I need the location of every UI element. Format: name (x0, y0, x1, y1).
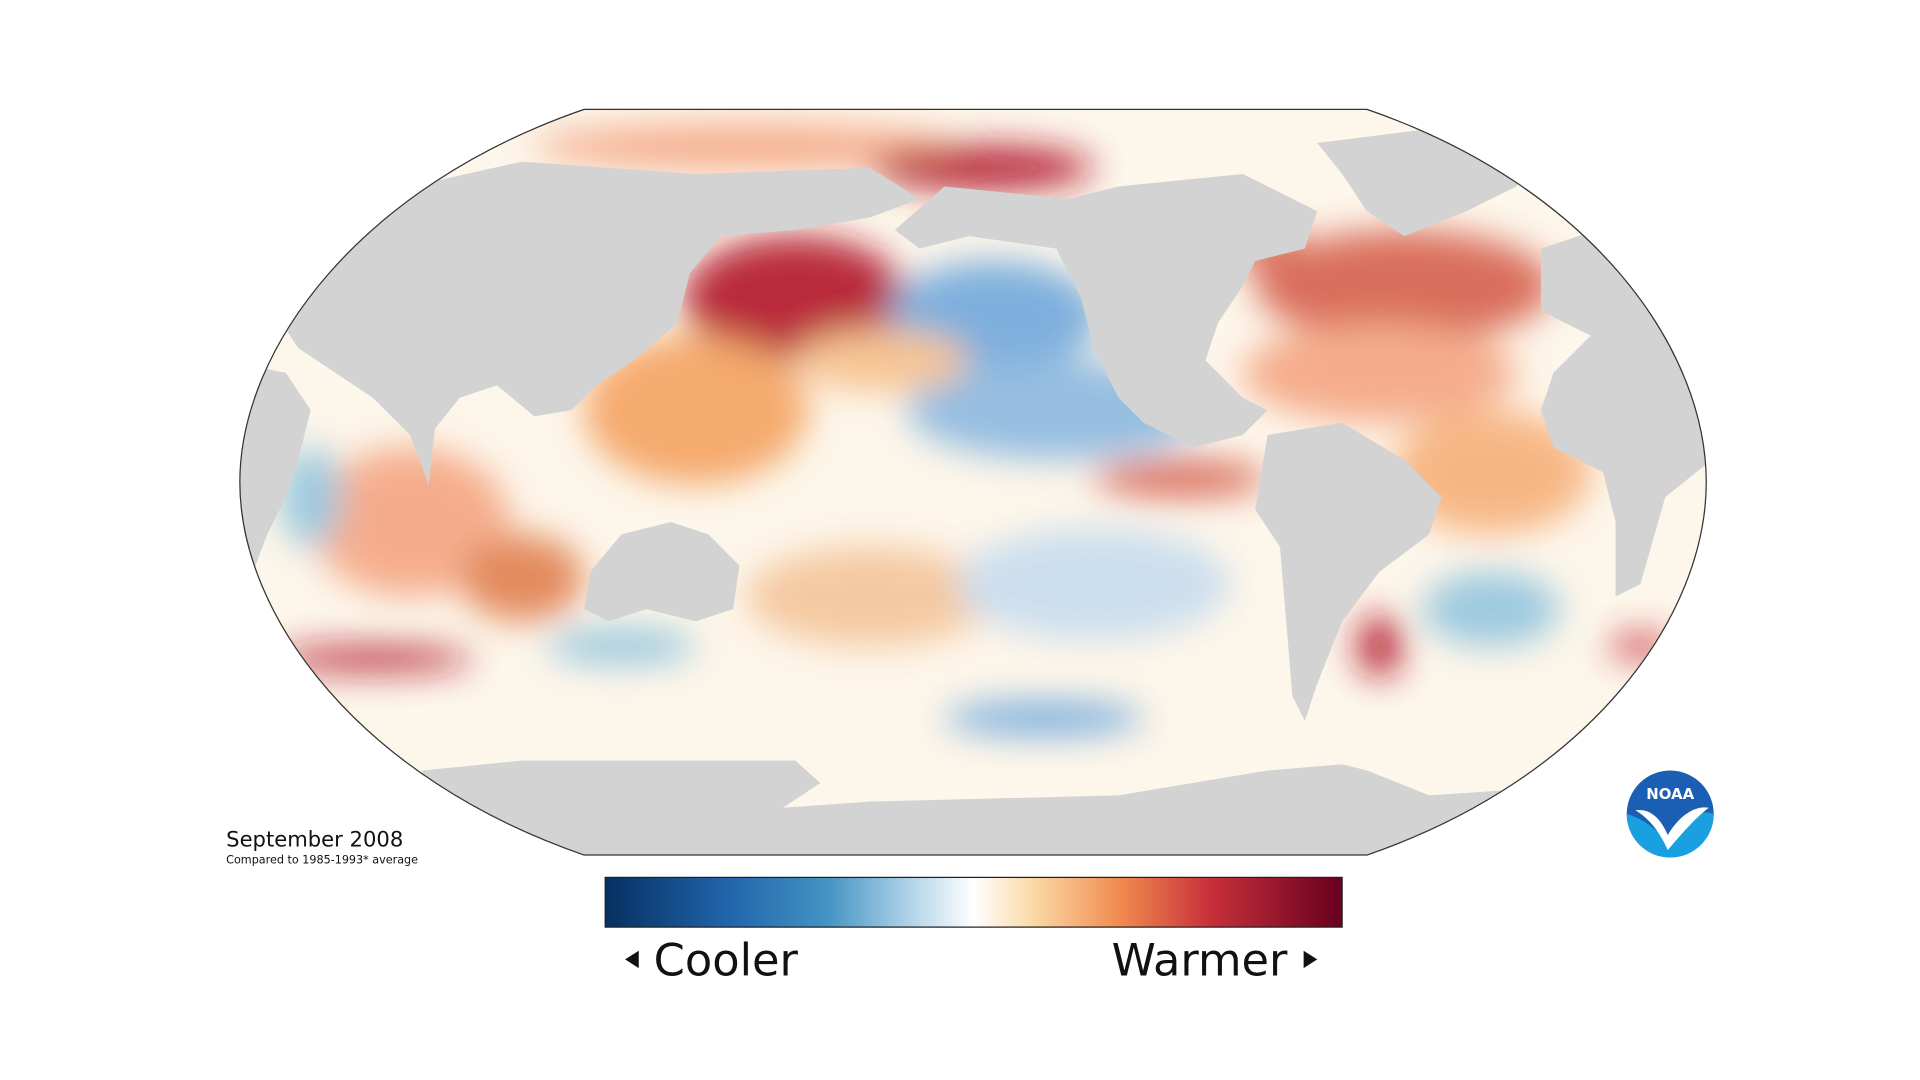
cooler-arrow (625, 950, 639, 969)
logo-text: NOAA (1646, 785, 1694, 803)
legend-low: Cooler (654, 934, 799, 987)
map-outline (239, 108, 1707, 856)
color-bar (604, 876, 1343, 928)
legend-high: Warmer (1112, 934, 1288, 987)
map-subtitle: Compared to 1985-1993* average (226, 854, 418, 867)
logo-bird (1635, 807, 1709, 851)
warmer-arrow (1303, 950, 1318, 969)
land (239, 124, 1707, 856)
map-area (239, 109, 1707, 856)
anomalies (273, 124, 1672, 736)
noaa-logo: NOAA (1626, 770, 1714, 858)
map-title: September 2008 (226, 826, 403, 851)
